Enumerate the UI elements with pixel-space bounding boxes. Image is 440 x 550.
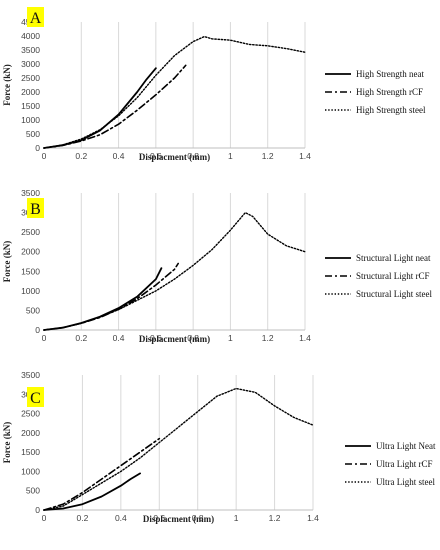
panel-tag: A — [30, 10, 42, 27]
legend-label: Structural Light steel — [356, 289, 432, 299]
y-tick-label: 2500 — [21, 227, 40, 237]
y-tick-label: 3000 — [21, 59, 40, 69]
panel-tag-highlight — [27, 198, 44, 218]
x-tick-label: 0.2 — [77, 513, 89, 523]
x-tick-label: 1.2 — [262, 151, 274, 161]
series-line-dotted — [43, 211, 306, 331]
legend-label: High Strength rCF — [356, 87, 423, 97]
x-tick-label: 0.4 — [113, 151, 125, 161]
legend: Structural Light neat Structural Light rC… — [325, 253, 432, 299]
x-tick-label: 0 — [42, 151, 47, 161]
x-tick-label: 1 — [228, 151, 233, 161]
x-tick-label: 0.4 — [113, 333, 125, 343]
y-tick-label: 2500 — [21, 73, 40, 83]
x-tick-label: 1 — [228, 333, 233, 343]
x-tick-label: 0.6 — [150, 151, 162, 161]
panel-tag-highlight — [27, 387, 44, 407]
y-tick-label: 1000 — [21, 115, 40, 125]
series-line-solid — [43, 472, 141, 511]
legend-label: Ultra Light Neat — [376, 441, 436, 451]
y-tick-label: 2500 — [21, 409, 40, 419]
x-axis-title: Displacment (mm) — [143, 514, 214, 524]
y-tick-label: 500 — [26, 305, 40, 315]
y-tick-label: 3500 — [21, 370, 40, 380]
y-tick-label: 1500 — [21, 447, 40, 457]
x-tick-label: 1.4 — [299, 333, 311, 343]
chart-panel-B: 050010001500200025003000350000.20.40.60.… — [2, 188, 432, 344]
panel-tag: C — [30, 390, 41, 407]
x-tick-label: 0.2 — [75, 151, 87, 161]
chart-panel-C: 050010001500200025003000350000.20.40.60.… — [2, 370, 436, 524]
legend: Ultra Light Neat Ultra Light rCF Ultra Lig… — [345, 441, 436, 487]
x-axis-title: Displacment (mm) — [139, 334, 210, 344]
series-line-dashdot — [43, 437, 161, 511]
y-axis-title: Force (kN) — [2, 422, 12, 464]
y-tick-label: 500 — [26, 486, 40, 496]
chart-panel-A: 05001000150020002500300035004000450000.2… — [2, 7, 426, 162]
y-tick-label: 3500 — [21, 45, 40, 55]
series-line-dotted — [43, 35, 306, 149]
x-tick-label: 1.4 — [299, 151, 311, 161]
x-tick-label: 1 — [234, 513, 239, 523]
x-tick-label: 0.4 — [115, 513, 127, 523]
y-tick-label: 0 — [35, 143, 40, 153]
panel-tag-highlight — [27, 7, 44, 27]
y-tick-label: 0 — [35, 325, 40, 335]
y-axis-title: Force (kN) — [2, 241, 12, 283]
y-axis-title: Force (kN) — [2, 64, 12, 106]
series-line-dashdot — [43, 64, 187, 149]
y-tick-label: 1500 — [21, 266, 40, 276]
x-tick-label: 0.8 — [192, 513, 204, 523]
x-tick-label: 0.8 — [187, 333, 199, 343]
y-tick-label: 1500 — [21, 101, 40, 111]
y-tick-label: 1000 — [21, 286, 40, 296]
legend-label: High Strength steel — [356, 105, 426, 115]
x-tick-label: 0.8 — [187, 151, 199, 161]
x-tick-label: 0.6 — [150, 333, 162, 343]
y-tick-label: 2000 — [21, 87, 40, 97]
x-tick-label: 0.2 — [75, 333, 87, 343]
x-axis-title: Displacment (mm) — [139, 152, 210, 162]
x-tick-label: 0.6 — [153, 513, 165, 523]
y-tick-label: 1000 — [21, 466, 40, 476]
series-line-dotted — [43, 387, 314, 511]
x-tick-label: 1.4 — [307, 513, 319, 523]
series-line-solid — [43, 267, 163, 331]
y-tick-label: 3500 — [21, 188, 40, 198]
legend: High Strength neat High Strength rCF High … — [325, 69, 426, 115]
panel-tag: B — [30, 201, 41, 218]
legend-label: Structural Light rCF — [356, 271, 430, 281]
legend-label: Structural Light neat — [356, 253, 431, 263]
y-tick-label: 500 — [26, 129, 40, 139]
legend-label: Ultra Light steel — [376, 477, 435, 487]
y-tick-label: 2000 — [21, 247, 40, 257]
legend-label: Ultra Light rCF — [376, 459, 433, 469]
y-tick-label: 0 — [35, 505, 40, 515]
x-tick-label: 0 — [42, 333, 47, 343]
legend-label: High Strength neat — [356, 69, 424, 79]
x-tick-label: 0 — [42, 513, 47, 523]
y-tick-label: 4000 — [21, 31, 40, 41]
y-tick-label: 2000 — [21, 428, 40, 438]
x-tick-label: 1.2 — [262, 333, 274, 343]
x-tick-label: 1.2 — [269, 513, 281, 523]
